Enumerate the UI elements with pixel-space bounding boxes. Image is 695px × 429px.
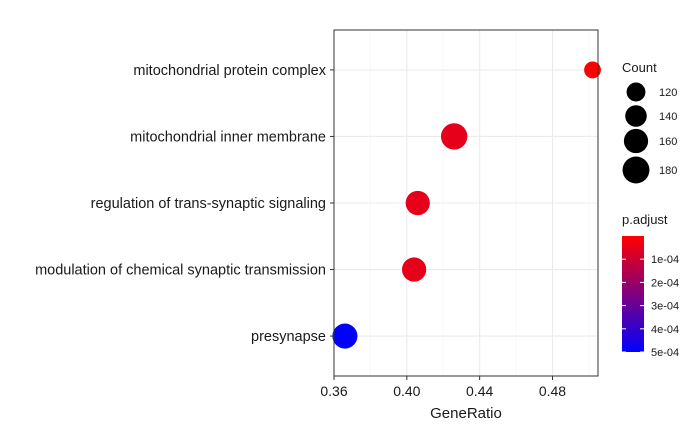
data-point [584, 61, 601, 79]
size-legend-dot [625, 105, 647, 127]
x-axis-title: GeneRatio [430, 405, 502, 422]
category-label: regulation of trans-synaptic signaling [91, 196, 326, 212]
size-legend-label: 160 [659, 136, 677, 148]
color-legend-label: 5e-04 [651, 347, 679, 359]
x-tick-label: 0.40 [393, 383, 420, 399]
color-legend: p.adjust 1e-04 2e-04 3e-04 4e-04 5e-04 [622, 212, 679, 359]
x-axis-ticks: 0.36 0.40 0.44 0.48 [320, 376, 566, 399]
x-tick-label: 0.48 [539, 383, 566, 399]
size-legend-label: 140 [659, 111, 677, 123]
data-point [405, 190, 430, 216]
category-label: mitochondrial protein complex [133, 63, 326, 79]
x-tick-label: 0.36 [320, 383, 347, 399]
color-legend-label: 4e-04 [651, 324, 679, 336]
y-axis-labels: mitochondrial protein complex mitochondri… [35, 63, 334, 345]
color-legend-bar [622, 236, 644, 352]
grid-lines [333, 30, 598, 376]
size-legend-dot [623, 128, 649, 154]
size-legend-label: 180 [659, 165, 677, 177]
category-label: modulation of chemical synaptic transmis… [35, 263, 326, 279]
data-point [332, 323, 358, 349]
size-legend-label: 120 [659, 87, 677, 99]
category-label: mitochondrial inner membrane [130, 129, 326, 145]
size-legend-dot [626, 82, 646, 102]
category-label: presynapse [251, 329, 326, 345]
x-tick-label: 0.44 [466, 383, 493, 399]
size-legend: Count 120 140 160 180 [622, 60, 677, 184]
size-legend-dot [622, 156, 650, 184]
data-point [401, 257, 427, 282]
color-legend-label: 1e-04 [651, 254, 679, 266]
data-points [332, 61, 601, 349]
data-point [440, 123, 468, 150]
color-legend-label: 3e-04 [651, 301, 679, 313]
color-legend-label: 2e-04 [651, 277, 679, 289]
color-legend-title: p.adjust [622, 212, 668, 227]
size-legend-title: Count [622, 60, 657, 75]
